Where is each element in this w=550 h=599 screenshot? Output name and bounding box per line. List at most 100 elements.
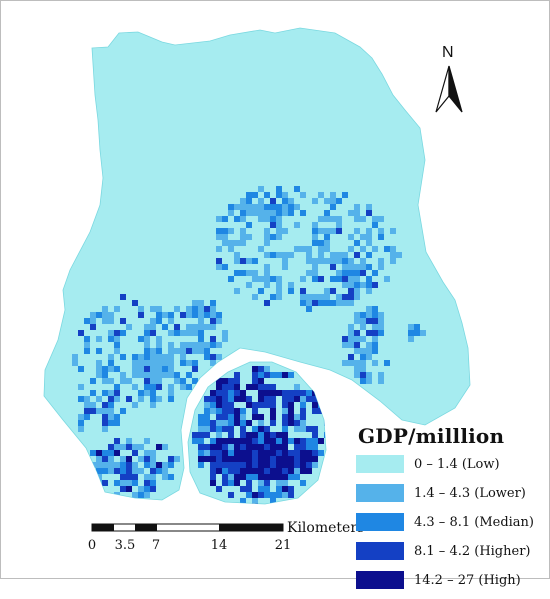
- gdp-cell: [204, 342, 210, 348]
- gdp-cell: [252, 414, 258, 420]
- gdp-cell: [156, 396, 162, 402]
- gdp-cell: [132, 444, 138, 450]
- gdp-cell: [84, 396, 90, 402]
- gdp-cell: [120, 480, 126, 486]
- gdp-cell: [276, 432, 282, 438]
- gdp-cell: [312, 402, 318, 408]
- gdp-cell: [96, 468, 102, 474]
- gdp-cell: [336, 276, 342, 282]
- gdp-cell: [282, 204, 288, 210]
- gdp-cell: [138, 354, 144, 360]
- gdp-cell: [258, 288, 264, 294]
- gdp-cell: [258, 396, 264, 402]
- gdp-cell: [120, 378, 126, 384]
- gdp-cell: [150, 456, 156, 462]
- gdp-cell: [372, 306, 378, 312]
- gdp-cell: [78, 330, 84, 336]
- gdp-cell: [276, 234, 282, 240]
- gdp-cell: [324, 228, 330, 234]
- gdp-cell: [216, 420, 222, 426]
- gdp-cell: [168, 318, 174, 324]
- gdp-cell: [120, 444, 126, 450]
- gdp-cell: [222, 228, 228, 234]
- gdp-cell: [360, 378, 366, 384]
- gdp-cell: [228, 408, 234, 414]
- gdp-cell: [270, 396, 276, 402]
- gdp-cell: [192, 312, 198, 318]
- gdp-cell: [264, 438, 270, 444]
- gdp-cell: [180, 354, 186, 360]
- gdp-cell: [108, 390, 114, 396]
- gdp-cell: [228, 468, 234, 474]
- gdp-cell: [228, 462, 234, 468]
- gdp-cell: [318, 216, 324, 222]
- gdp-cell: [360, 216, 366, 222]
- gdp-cell: [312, 450, 318, 456]
- gdp-cell: [300, 210, 306, 216]
- gdp-cell: [204, 450, 210, 456]
- gdp-cell: [294, 390, 300, 396]
- gdp-cell: [198, 306, 204, 312]
- gdp-cell: [216, 486, 222, 492]
- gdp-cell: [192, 342, 198, 348]
- gdp-cell: [132, 360, 138, 366]
- gdp-cell: [258, 372, 264, 378]
- gdp-cell: [408, 330, 414, 336]
- gdp-cell: [114, 390, 120, 396]
- gdp-cell: [294, 384, 300, 390]
- gdp-cell: [150, 354, 156, 360]
- gdp-cell: [390, 228, 396, 234]
- gdp-cell: [240, 216, 246, 222]
- gdp-cell: [210, 474, 216, 480]
- gdp-cell: [324, 246, 330, 252]
- gdp-cell: [198, 414, 204, 420]
- gdp-cell: [198, 312, 204, 318]
- gdp-cell: [204, 456, 210, 462]
- north-label: N: [442, 44, 454, 61]
- gdp-cell: [78, 426, 84, 432]
- gdp-cell: [372, 312, 378, 318]
- gdp-cell: [264, 372, 270, 378]
- gdp-cell: [312, 294, 318, 300]
- gdp-cell: [246, 480, 252, 486]
- gdp-cell: [252, 468, 258, 474]
- gdp-cell: [138, 336, 144, 342]
- gdp-cell: [252, 462, 258, 468]
- gdp-cell: [150, 402, 156, 408]
- gdp-cell: [210, 480, 216, 486]
- gdp-cell: [330, 198, 336, 204]
- gdp-cell: [294, 246, 300, 252]
- gdp-cell: [246, 192, 252, 198]
- gdp-cell: [72, 354, 78, 360]
- gdp-cell: [264, 486, 270, 492]
- gdp-cell: [138, 492, 144, 498]
- gdp-cell: [96, 462, 102, 468]
- gdp-cell: [306, 444, 312, 450]
- gdp-cell: [372, 324, 378, 330]
- gdp-cell: [366, 288, 372, 294]
- gdp-cell: [270, 462, 276, 468]
- gdp-cell: [252, 456, 258, 462]
- gdp-cell: [234, 450, 240, 456]
- gdp-cell: [258, 444, 264, 450]
- gdp-cell: [198, 450, 204, 456]
- gdp-cell: [312, 396, 318, 402]
- gdp-cell: [180, 312, 186, 318]
- gdp-cell: [192, 306, 198, 312]
- gdp-cell: [198, 336, 204, 342]
- gdp-cell: [228, 228, 234, 234]
- gdp-cell: [126, 444, 132, 450]
- gdp-cell: [156, 378, 162, 384]
- gdp-cell: [258, 480, 264, 486]
- gdp-cell: [216, 432, 222, 438]
- gdp-cell: [306, 306, 312, 312]
- gdp-cell: [222, 402, 228, 408]
- gdp-cell: [372, 348, 378, 354]
- gdp-cell: [348, 210, 354, 216]
- gdp-cell: [360, 354, 366, 360]
- gdp-cell: [252, 294, 258, 300]
- gdp-cell: [204, 408, 210, 414]
- gdp-cell: [240, 240, 246, 246]
- gdp-cell: [306, 270, 312, 276]
- gdp-cell: [114, 444, 120, 450]
